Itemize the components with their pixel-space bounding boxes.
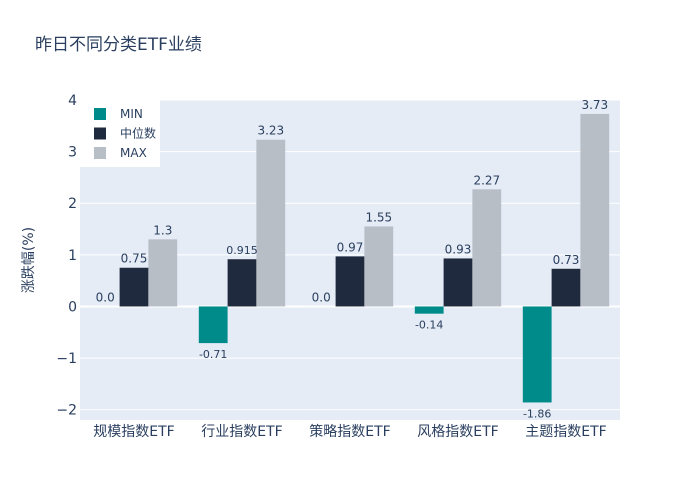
legend-label[interactable]: MAX	[120, 146, 147, 160]
y-tick-label: 3	[68, 145, 77, 161]
data-label: 1.55	[365, 210, 392, 224]
data-label: 0.0	[312, 290, 331, 304]
y-axis-ticks: −2 −1 0 1 2 3 4	[56, 93, 77, 419]
legend-label[interactable]: 中位数	[120, 126, 156, 141]
bar-MIN-主题指数ETF[interactable]	[523, 306, 552, 402]
legend-swatch[interactable]	[94, 108, 106, 120]
x-tick-label: 策略指数ETF	[309, 423, 390, 440]
y-tick-label: −2	[56, 403, 77, 419]
data-label: 3.73	[581, 98, 608, 112]
data-label: -1.86	[523, 407, 551, 420]
data-label: 2.27	[473, 173, 500, 187]
y-tick-label: −1	[56, 351, 77, 367]
data-label: -0.14	[415, 319, 443, 332]
bar-MIN-行业指数ETF[interactable]	[199, 306, 228, 343]
bar-中位数-风格指数ETF[interactable]	[444, 258, 473, 306]
data-label: 0.97	[337, 240, 364, 254]
x-tick-label: 规模指数ETF	[93, 424, 174, 440]
legend-swatch[interactable]	[94, 128, 106, 140]
legend-swatch[interactable]	[94, 147, 106, 159]
legend-label[interactable]: MIN	[120, 107, 143, 121]
legend[interactable]: MIN 中位数 MAX	[80, 100, 160, 167]
data-label: 3.23	[257, 124, 284, 138]
bar-MAX-主题指数ETF[interactable]	[580, 114, 609, 307]
bar-MAX-风格指数ETF[interactable]	[472, 189, 501, 306]
bar-中位数-策略指数ETF[interactable]	[336, 256, 365, 306]
x-tick-label: 风格指数ETF	[417, 424, 498, 440]
data-label: 0.0	[96, 290, 115, 304]
bar-中位数-行业指数ETF[interactable]	[228, 259, 257, 306]
data-label: -0.71	[199, 348, 227, 361]
chart-title: 昨日不同分类ETF业绩	[35, 35, 202, 55]
data-label: 1.3	[153, 223, 172, 237]
y-tick-label: 0	[68, 299, 77, 315]
bar-MIN-风格指数ETF[interactable]	[415, 306, 444, 313]
data-label: 0.73	[553, 253, 580, 267]
y-tick-label: 1	[68, 248, 77, 264]
data-label: 0.915	[226, 244, 258, 257]
x-tick-label: 主题指数ETF	[525, 424, 606, 440]
data-label: 0.75	[121, 252, 148, 266]
bar-中位数-规模指数ETF[interactable]	[120, 268, 149, 307]
y-tick-label: 4	[68, 93, 77, 109]
x-axis-ticks: 规模指数ETF 行业指数ETF 策略指数ETF 风格指数ETF 主题指数ETF	[93, 423, 606, 440]
bar-MAX-规模指数ETF[interactable]	[148, 239, 177, 306]
bar-中位数-主题指数ETF[interactable]	[552, 269, 581, 307]
data-label: 0.93	[445, 242, 472, 256]
x-tick-label: 行业指数ETF	[201, 424, 282, 440]
bar-MAX-策略指数ETF[interactable]	[364, 226, 393, 306]
bar-MAX-行业指数ETF[interactable]	[256, 140, 285, 307]
y-tick-label: 2	[68, 196, 77, 212]
y-axis-label: 涨跌幅(%)	[21, 227, 37, 293]
